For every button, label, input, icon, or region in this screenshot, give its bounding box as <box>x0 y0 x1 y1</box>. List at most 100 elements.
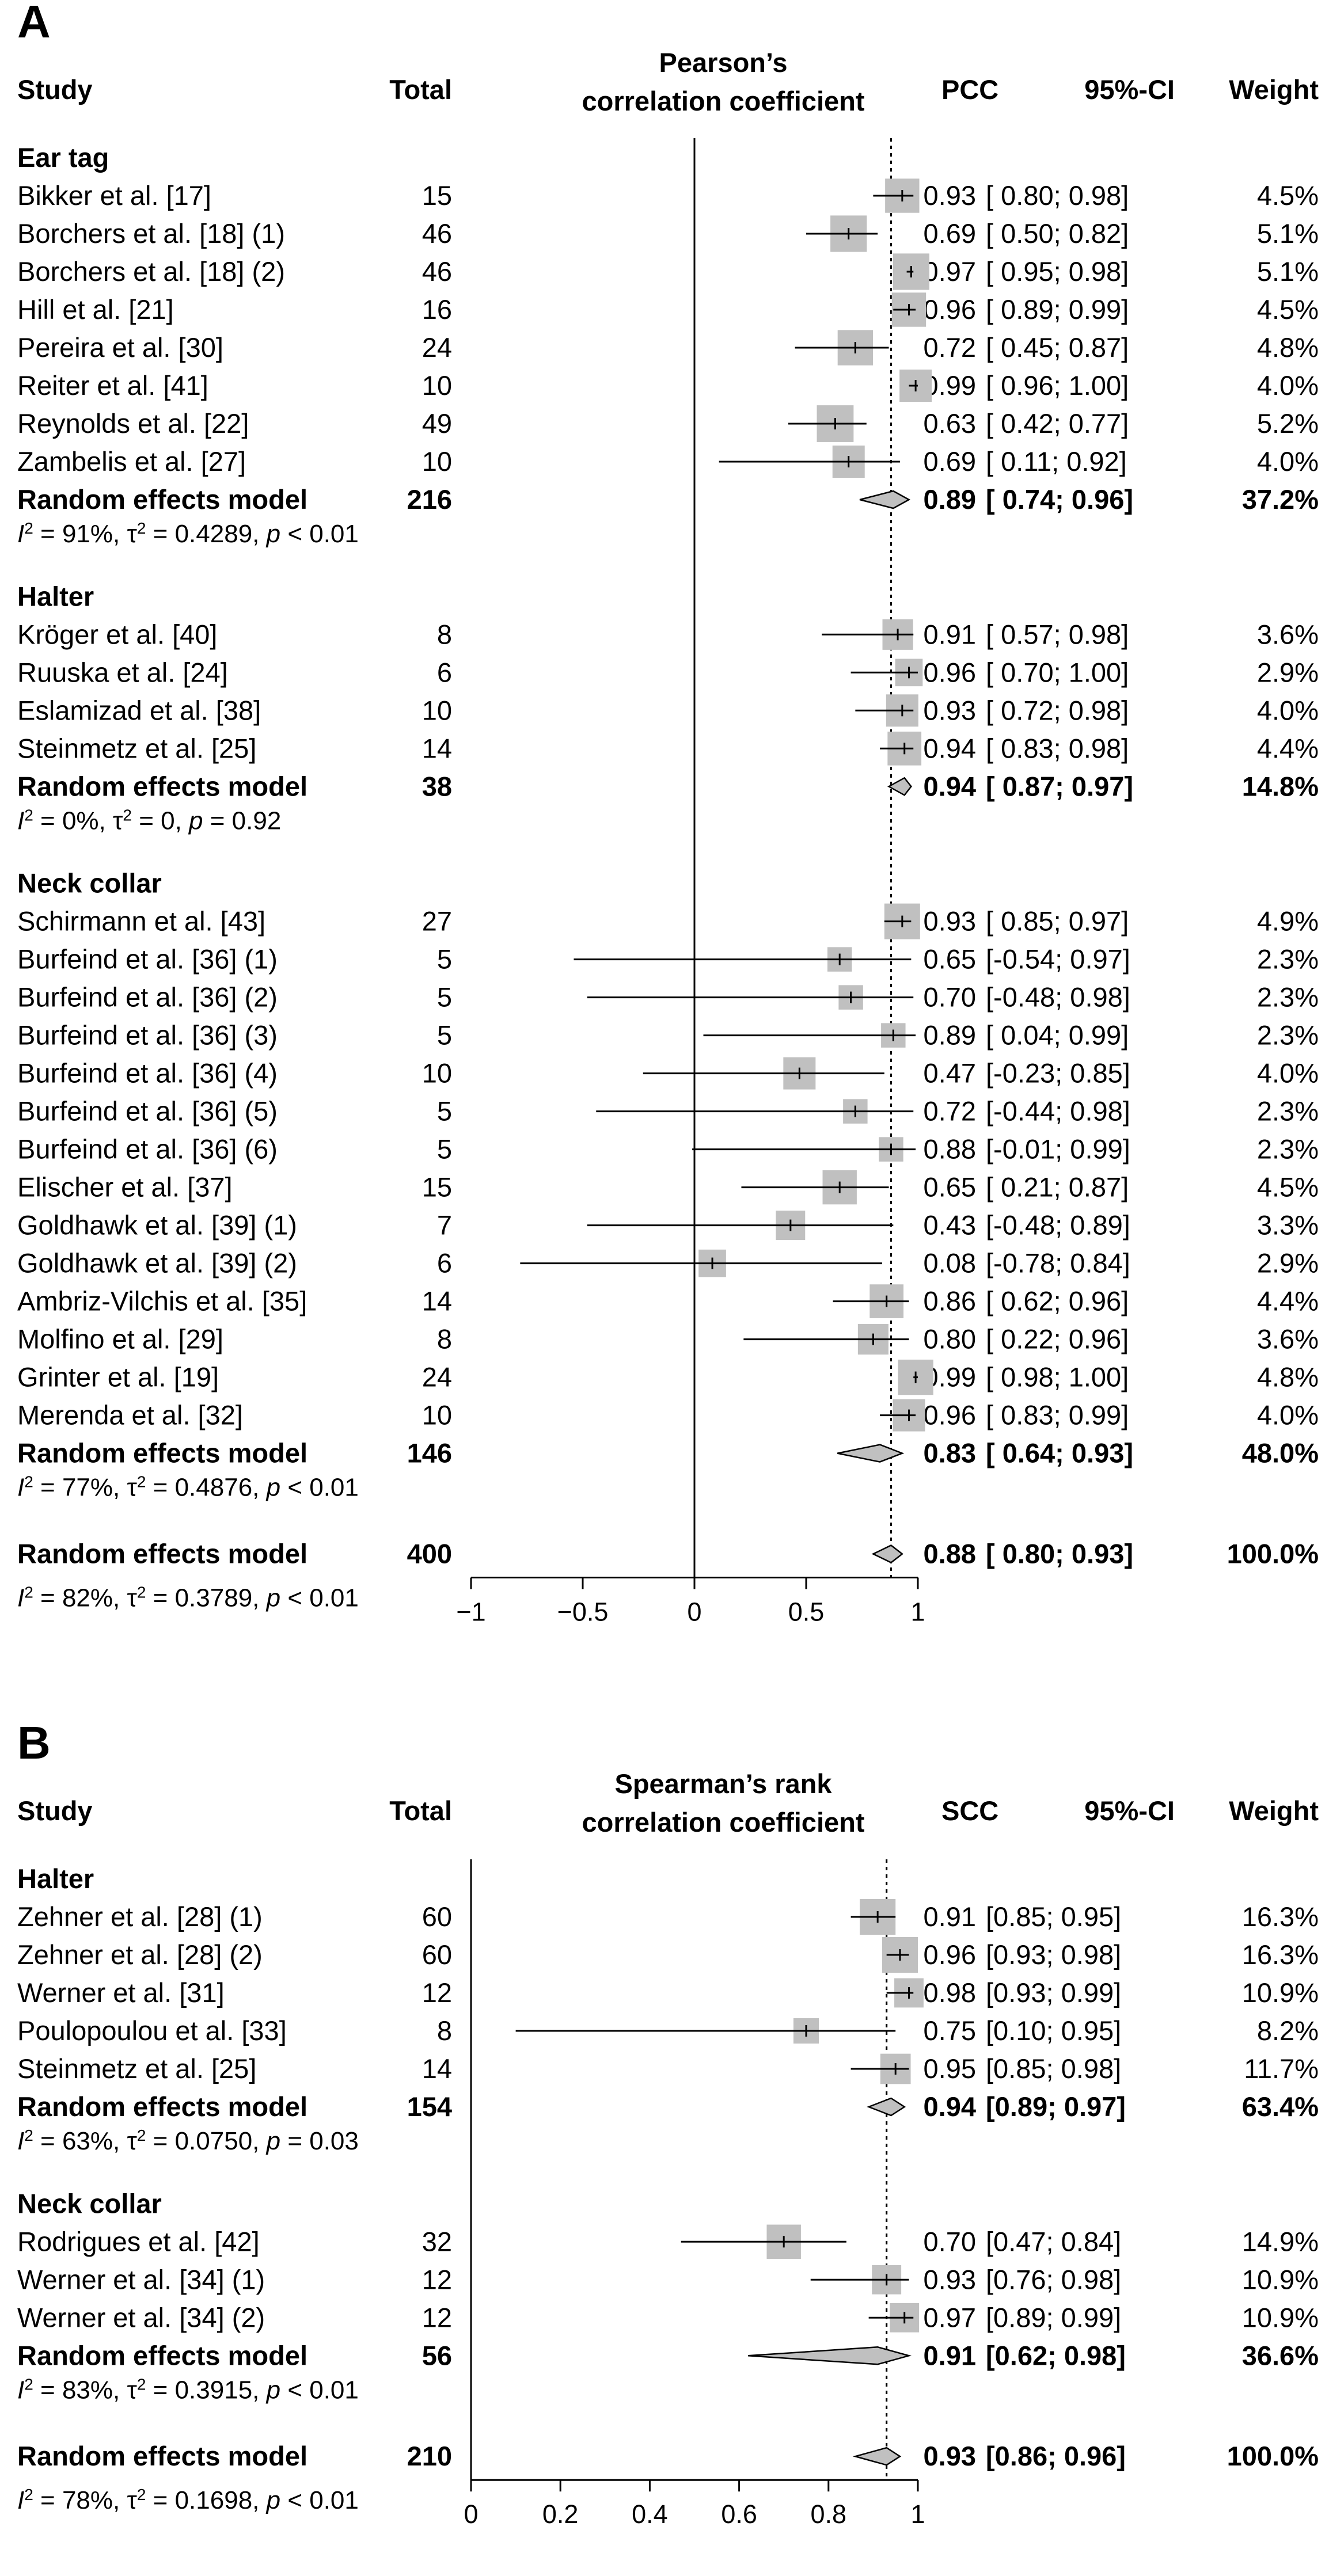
x-axis-tick-label: 0.2 <box>542 2499 579 2529</box>
header-total: Total <box>389 74 452 105</box>
study-estimate: 0.97 <box>924 256 976 287</box>
study-weight: 11.7% <box>1244 2053 1319 2084</box>
x-axis-tick-label: 1 <box>910 2499 925 2529</box>
study-label: Goldhawk et al. [39] (1) <box>17 1210 297 1241</box>
x-axis-tick-label: 0.6 <box>721 2499 757 2529</box>
study-label: Burfeind et al. [36] (1) <box>17 944 278 975</box>
study-weight: 3.3% <box>1257 1210 1319 1241</box>
study-estimate: 0.96 <box>924 294 976 325</box>
study-estimate: 0.69 <box>924 218 976 249</box>
study-label: Werner et al. [34] (2) <box>17 2302 265 2333</box>
study-weight: 4.8% <box>1257 332 1319 363</box>
study-label: Hill et al. [21] <box>17 294 174 325</box>
study-label: Burfeind et al. [36] (5) <box>17 1096 278 1127</box>
overall-total: 400 <box>407 1539 452 1569</box>
study-weight: 2.3% <box>1257 1020 1319 1051</box>
study-label: Molfino et al. [29] <box>17 1324 223 1354</box>
study-total: 10 <box>422 695 452 725</box>
study-weight: 4.0% <box>1257 1400 1319 1430</box>
study-total: 6 <box>437 657 452 687</box>
study-total: 12 <box>422 1977 452 2008</box>
study-total: 5 <box>437 1096 452 1127</box>
study-label: Zehner et al. [28] (2) <box>17 1939 263 1970</box>
study-estimate: 0.91 <box>924 1901 976 1932</box>
study-label: Borchers et al. [18] (1) <box>17 218 285 249</box>
study-ci: [ 0.22; 0.96] <box>986 1324 1129 1354</box>
study-estimate: 0.80 <box>924 1324 976 1354</box>
study-weight: 4.8% <box>1257 1362 1319 1392</box>
group-title: Neck collar <box>17 2188 162 2219</box>
header-study: Study <box>17 74 93 105</box>
study-label: Grinter et al. [19] <box>17 1362 219 1392</box>
summary-ci: [ 0.87; 0.97] <box>986 771 1133 801</box>
study-label: Werner et al. [31] <box>17 1977 225 2008</box>
study-weight: 8.2% <box>1257 2015 1319 2046</box>
study-label: Borchers et al. [18] (2) <box>17 256 285 287</box>
summary-weight: 63.4% <box>1242 2091 1319 2122</box>
study-total: 10 <box>422 1058 452 1089</box>
study-label: Merenda et al. [32] <box>17 1400 243 1430</box>
study-weight: 4.0% <box>1257 370 1319 401</box>
header-plot-title: Spearman’s rank <box>614 1768 832 1799</box>
header-study: Study <box>17 1795 93 1826</box>
study-weight: 4.4% <box>1257 1286 1319 1316</box>
study-ci: [0.89; 0.99] <box>986 2302 1121 2333</box>
x-axis-tick-label: 0 <box>687 1597 701 1627</box>
study-estimate: 0.94 <box>924 733 976 763</box>
study-ci: [ 0.21; 0.87] <box>986 1172 1129 1203</box>
study-weight: 2.3% <box>1257 1096 1319 1127</box>
heterogeneity-text: I2 = 63%, τ2 = 0.0750, p = 0.03 <box>17 2126 359 2156</box>
x-axis-tick-label: 0.8 <box>811 2499 847 2529</box>
study-label: Burfeind et al. [36] (6) <box>17 1134 278 1165</box>
study-total: 10 <box>422 446 452 477</box>
study-weight: 2.9% <box>1257 1248 1319 1279</box>
study-total: 6 <box>437 1248 452 1279</box>
study-ci: [ 0.89; 0.99] <box>986 294 1129 325</box>
study-estimate: 0.99 <box>924 370 976 401</box>
study-ci: [ 0.83; 0.99] <box>986 1400 1129 1430</box>
study-ci: [0.85; 0.98] <box>986 2053 1121 2084</box>
group-title: Neck collar <box>17 868 162 899</box>
study-label: Steinmetz et al. [25] <box>17 733 256 763</box>
header-total: Total <box>389 1795 452 1826</box>
summary-label: Random effects model <box>17 2340 307 2370</box>
study-estimate: 0.93 <box>924 906 976 937</box>
summary-ci: [ 0.74; 0.96] <box>986 484 1133 515</box>
study-label: Burfeind et al. [36] (2) <box>17 982 278 1013</box>
study-total: 46 <box>422 218 452 249</box>
study-total: 24 <box>422 1362 452 1392</box>
study-ci: [0.10; 0.95] <box>986 2015 1121 2046</box>
study-ci: [0.93; 0.99] <box>986 1977 1121 2008</box>
study-ci: [-0.01; 0.99] <box>986 1134 1130 1165</box>
study-total: 27 <box>422 906 452 937</box>
group-title: Halter <box>17 581 94 611</box>
study-estimate: 0.69 <box>924 446 976 477</box>
summary-label: Random effects model <box>17 771 307 801</box>
study-ci: [-0.44; 0.98] <box>986 1096 1130 1127</box>
summary-estimate: 0.83 <box>924 1438 976 1468</box>
study-weight: 4.5% <box>1257 294 1319 325</box>
study-weight: 4.0% <box>1257 446 1319 477</box>
header-ci: 95%-CI <box>1084 1795 1175 1826</box>
header-plot-title: Pearson’s <box>659 47 788 78</box>
overall-label: Random effects model <box>17 1539 307 1569</box>
summary-weight: 48.0% <box>1242 1438 1319 1468</box>
summary-weight: 37.2% <box>1242 484 1319 515</box>
study-ci: [ 0.98; 1.00] <box>986 1362 1129 1392</box>
study-label: Reynolds et al. [22] <box>17 408 249 439</box>
study-weight: 4.0% <box>1257 1058 1319 1089</box>
study-weight: 10.9% <box>1242 2302 1319 2333</box>
summary-diamond <box>748 2346 912 2365</box>
study-ci: [-0.23; 0.85] <box>986 1058 1130 1089</box>
study-weight: 16.3% <box>1242 1939 1319 1970</box>
summary-estimate: 0.94 <box>924 771 976 801</box>
summary-label: Random effects model <box>17 484 307 515</box>
overall-total: 210 <box>407 2441 452 2471</box>
header-weight: Weight <box>1229 74 1319 105</box>
study-label: Elischer et al. [37] <box>17 1172 233 1203</box>
study-total: 60 <box>422 1901 452 1932</box>
study-weight: 2.3% <box>1257 982 1319 1013</box>
study-weight: 2.9% <box>1257 657 1319 687</box>
study-ci: [ 0.83; 0.98] <box>986 733 1129 763</box>
study-estimate: 0.70 <box>924 2226 976 2257</box>
